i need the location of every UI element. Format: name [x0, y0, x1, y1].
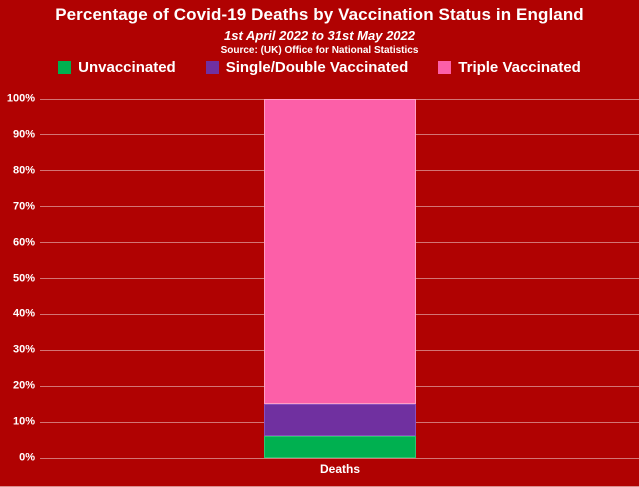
bar-deaths: [264, 99, 416, 458]
y-tick-label: 80%: [12, 164, 35, 177]
y-tick-label: 20%: [12, 379, 35, 392]
y-tick-label: 40%: [12, 307, 35, 320]
plot-area: 0% 10% 20% 30% 40% 50% 60% 70% 80% 90% 100%: [0, 93, 639, 463]
y-tick-label: 90%: [12, 128, 35, 141]
chart-title: Percentage of Covid-19 Deaths by Vaccina…: [55, 5, 584, 24]
y-tick-label: 10%: [12, 415, 35, 428]
legend-item: Unvaccinated: [58, 59, 176, 76]
chart-subtitle: 1st April 2022 to 31st May 2022: [223, 28, 415, 43]
legend: Unvaccinated Single/Double Vaccinated Trip…: [0, 59, 639, 76]
gridline: [40, 98, 639, 100]
chart-source: Source: (UK) Office for National Statist…: [220, 45, 419, 56]
bar-segment-single-double-vaccinated: [264, 404, 416, 437]
legend-label: Single/Double Vaccinated: [225, 59, 409, 76]
y-tick-label: 70%: [12, 200, 35, 213]
y-tick-label: 100%: [6, 92, 35, 105]
y-tick-label: 60%: [12, 236, 35, 249]
bar-segment-unvaccinated: [264, 436, 416, 458]
legend-label: Triple Vaccinated: [458, 59, 581, 76]
legend-swatch-icon: [438, 61, 452, 74]
legend-item: Triple Vaccinated: [438, 59, 581, 76]
legend-item: Single/Double Vaccinated: [205, 59, 409, 76]
y-tick-label: 0%: [19, 451, 35, 464]
y-tick-label: 30%: [12, 343, 35, 356]
x-axis-label: Deaths: [319, 462, 360, 476]
y-tick-label: 50%: [12, 272, 35, 284]
bar-segment-triple-vaccinated: [264, 99, 416, 405]
gridline: [40, 457, 639, 459]
legend-swatch-icon: [205, 61, 219, 74]
legend-swatch-icon: [58, 61, 72, 74]
legend-label: Unvaccinated: [78, 59, 176, 76]
